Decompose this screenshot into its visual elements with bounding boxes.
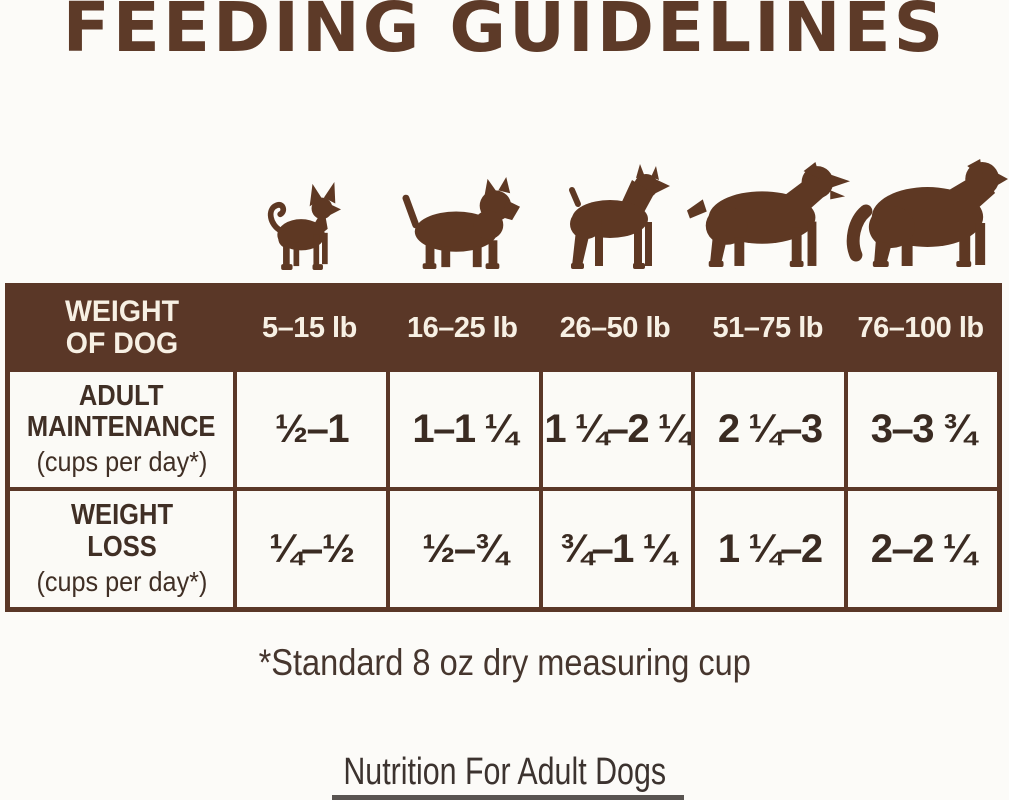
adult-maintenance-line2: MAINTENANCE [27,411,216,443]
weight-loss-value-5: 2–2 ¼ [844,487,997,607]
adult-maintenance-value-3: 1 ¼–2 ¼ [538,368,692,487]
terrier-icon [402,177,520,270]
weight-of-dog-header: WEIGHT OF DOG [10,288,233,368]
weight-column-header-5: 76–100 lb [844,288,997,368]
weight-of-dog-line2: OF DOG [65,327,178,360]
nutrition-caption-text: Nutrition For Adult Dogs [343,751,666,793]
weight-column-header-2: 16–25 lb [385,288,539,368]
weight-loss-line1: WEIGHT [70,499,173,532]
nutrition-caption: Nutrition For Adult Dogs [0,751,1009,794]
weight-loss-line2: LOSS [86,530,157,563]
adult-maintenance-value-1: ½–1 [233,368,386,487]
measuring-cup-footnote-text: *Standard 8 oz dry measuring cup [258,642,751,683]
weight-loss-label: WEIGHT LOSS (cups per day*) [10,487,233,607]
weight-loss-sub: (cups per day*) [36,565,207,597]
chihuahua-icon [265,180,341,270]
weight-column-header-4: 51–75 lb [691,288,845,368]
adult-maintenance-line1: ADULT [79,379,164,412]
weight-loss-value-2: ½–¾ [385,487,539,607]
adult-maintenance-sub: (cups per day*) [36,446,207,478]
feeding-table: WEIGHT OF DOG 5–15 lb 16–25 lb 26–50 lb … [5,283,1002,612]
adult-maintenance-value-4: 2 ¼–3 [691,368,845,487]
boxer-icon [548,164,676,270]
weight-of-dog-line1: WEIGHT [64,295,179,329]
rottweiler-icon [685,155,851,270]
weight-loss-value-4: 1 ¼–2 [691,487,845,607]
weight-column-header-3: 26–50 lb [538,288,692,368]
bernese-mountain-dog-icon [846,149,1008,270]
cropped-bottom-bar [332,795,684,800]
measuring-cup-footnote: *Standard 8 oz dry measuring cup [0,642,1009,684]
weight-column-header-1: 5–15 lb [233,288,386,368]
page-title: FEEDING GUIDELINES [62,0,947,68]
weight-loss-value-3: ¾–1 ¼ [538,487,692,607]
adult-maintenance-value-2: 1–1 ¼ [385,368,539,487]
adult-maintenance-value-5: 3–3 ¾ [844,368,997,487]
adult-maintenance-label: ADULT MAINTENANCE (cups per day*) [10,368,233,487]
weight-loss-value-1: ¼–½ [233,487,386,607]
